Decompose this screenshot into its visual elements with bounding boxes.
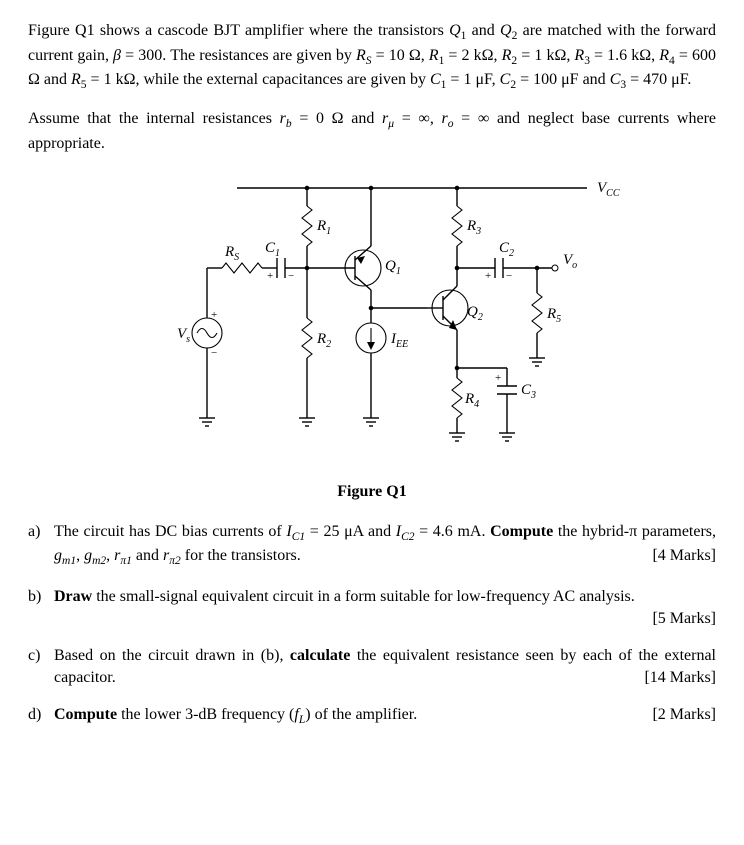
svg-text:−: − [506,270,512,282]
marks-c: [14 Marks] [644,667,716,689]
svg-text:+: + [495,372,501,384]
intro-para-2: Assume that the internal resistances rb … [28,108,716,154]
part-c: c) Based on the circuit drawn in (b), ca… [28,645,716,688]
marks-d: [2 Marks] [652,704,716,726]
svg-text:Vo: Vo [563,252,577,271]
figure-caption: Figure Q1 [28,481,716,503]
svg-text:C2: C2 [499,240,514,259]
svg-text:C3: C3 [521,382,536,401]
svg-text:+: + [267,270,273,282]
part-d: d) Compute the lower 3-dB frequency (fL)… [28,704,716,729]
svg-text:Vs: Vs [177,326,190,345]
svg-text:Q2: Q2 [467,304,483,323]
svg-text:Q1: Q1 [385,258,401,277]
part-a: a) The circuit has DC bias currents of I… [28,521,716,570]
svg-text:R5: R5 [546,306,561,325]
svg-text:R2: R2 [316,331,331,350]
figure-q1: VCC R1 R3 C1 + − RS Vs + − R2 Q1 [28,168,716,475]
svg-text:+: + [485,270,491,282]
svg-text:RS: RS [224,244,239,263]
svg-text:−: − [288,270,294,282]
marks-b: [5 Marks] [652,608,716,630]
svg-text:VCC: VCC [597,180,620,199]
intro-para-1: Figure Q1 shows a cascode BJT amplifier … [28,20,716,94]
svg-text:+: + [211,309,217,321]
svg-text:R3: R3 [466,218,481,237]
part-b: b) Draw the small-signal equivalent circ… [28,586,716,629]
svg-text:IEE: IEE [390,331,408,350]
svg-text:R1: R1 [316,218,331,237]
svg-text:R4: R4 [464,391,479,410]
svg-text:−: − [211,347,217,359]
marks-a: [4 Marks] [652,545,716,567]
svg-text:C1: C1 [265,240,280,259]
